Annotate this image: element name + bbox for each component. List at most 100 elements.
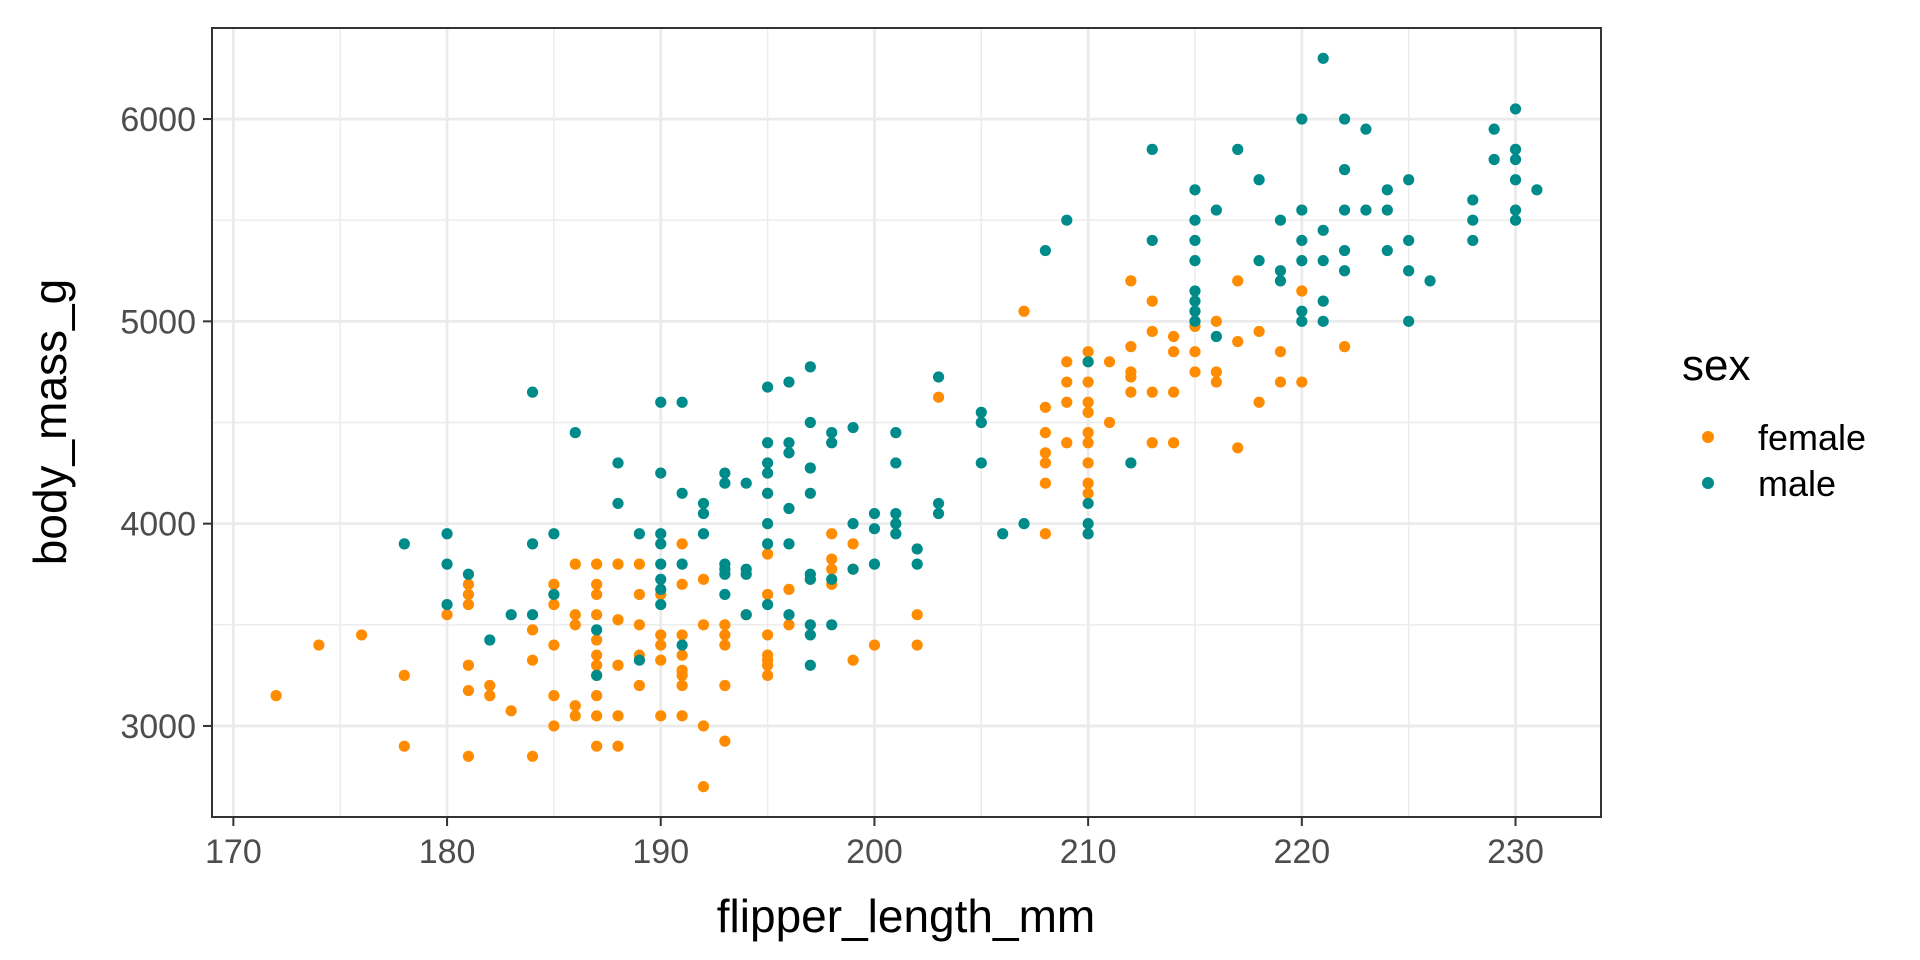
point-male [484, 634, 496, 646]
point-male [1403, 315, 1415, 327]
point-female [1168, 330, 1180, 343]
point-female [612, 710, 624, 722]
point-male [1403, 174, 1415, 186]
point-male [655, 558, 667, 570]
point-female [270, 690, 282, 702]
point-male [1338, 204, 1351, 216]
point-female [1146, 437, 1158, 449]
point-female [676, 710, 688, 722]
point-male [1467, 234, 1479, 247]
point-female [591, 634, 603, 646]
point-female [1210, 366, 1222, 378]
x-tick-label: 200 [846, 833, 903, 871]
point-male [826, 573, 838, 585]
point-female [762, 629, 774, 641]
point-female [462, 684, 475, 697]
point-female [569, 700, 581, 712]
point-male [526, 538, 539, 550]
point-female [1061, 356, 1073, 368]
point-male [1317, 315, 1329, 327]
point-female [847, 654, 859, 666]
point-male [932, 507, 945, 520]
point-female [697, 781, 710, 793]
point-female [591, 578, 603, 590]
point-male [505, 609, 517, 621]
point-male [1338, 113, 1351, 125]
point-female [1061, 437, 1073, 449]
point-male [740, 568, 752, 580]
point-male [783, 502, 795, 515]
point-female [697, 619, 710, 631]
point-male [1296, 234, 1308, 247]
point-female [1061, 376, 1073, 388]
point-male [762, 487, 774, 499]
point-female [1168, 437, 1180, 449]
point-male [1488, 123, 1500, 135]
point-female [911, 639, 923, 651]
point-female [1168, 346, 1180, 358]
point-female [526, 654, 539, 666]
point-female [462, 659, 475, 671]
point-male [804, 416, 816, 429]
x-axis-ticks: 170 180 190 200 210 220 230 [205, 817, 1544, 871]
point-female [569, 710, 581, 722]
point-female [1018, 305, 1030, 317]
legend-key-male [1702, 477, 1714, 489]
point-male [847, 421, 859, 434]
point-male [1189, 315, 1201, 327]
minor-gridlines [212, 28, 1601, 817]
point-male [441, 558, 453, 570]
point-male [1189, 285, 1201, 297]
point-female [676, 629, 688, 641]
point-male [676, 639, 688, 651]
point-male [975, 457, 987, 469]
point-female [1232, 275, 1244, 287]
point-male [826, 619, 838, 631]
point-female [655, 639, 667, 651]
y-axis-ticks: 3000 4000 5000 6000 [120, 101, 212, 746]
data-points [270, 52, 1543, 793]
point-female [762, 588, 774, 601]
point-male [1210, 330, 1222, 343]
point-female [1274, 376, 1287, 388]
point-female [1082, 437, 1094, 449]
point-male [719, 568, 731, 580]
point-male [1296, 315, 1308, 327]
point-female [676, 669, 688, 681]
point-female [462, 578, 475, 590]
point-female [355, 629, 368, 641]
point-female [1039, 401, 1051, 413]
point-male [868, 523, 881, 535]
point-female [676, 679, 688, 692]
point-male [1232, 143, 1244, 155]
point-male [1509, 143, 1522, 155]
point-male [847, 518, 859, 530]
point-male [398, 538, 410, 550]
point-male [1210, 204, 1222, 216]
point-male [1509, 103, 1522, 115]
x-tick-label: 180 [419, 833, 476, 871]
point-male [1509, 174, 1522, 186]
point-male [548, 588, 560, 601]
point-female [676, 649, 688, 661]
point-female [719, 619, 731, 631]
point-male [1381, 184, 1393, 196]
y-tick-label: 3000 [120, 708, 196, 746]
point-male [762, 457, 774, 469]
point-female [783, 619, 795, 631]
point-female [398, 669, 410, 681]
point-male [633, 528, 645, 540]
point-male [655, 538, 667, 550]
point-female [1082, 376, 1094, 388]
point-female [762, 548, 774, 560]
point-male [826, 437, 838, 449]
point-female [719, 735, 731, 747]
point-female [1082, 346, 1094, 358]
point-female [1189, 366, 1201, 378]
point-male [868, 507, 881, 520]
point-male [804, 487, 816, 499]
point-female [548, 690, 560, 702]
point-female [1338, 341, 1351, 353]
point-male [655, 528, 667, 540]
point-male [1296, 305, 1308, 317]
